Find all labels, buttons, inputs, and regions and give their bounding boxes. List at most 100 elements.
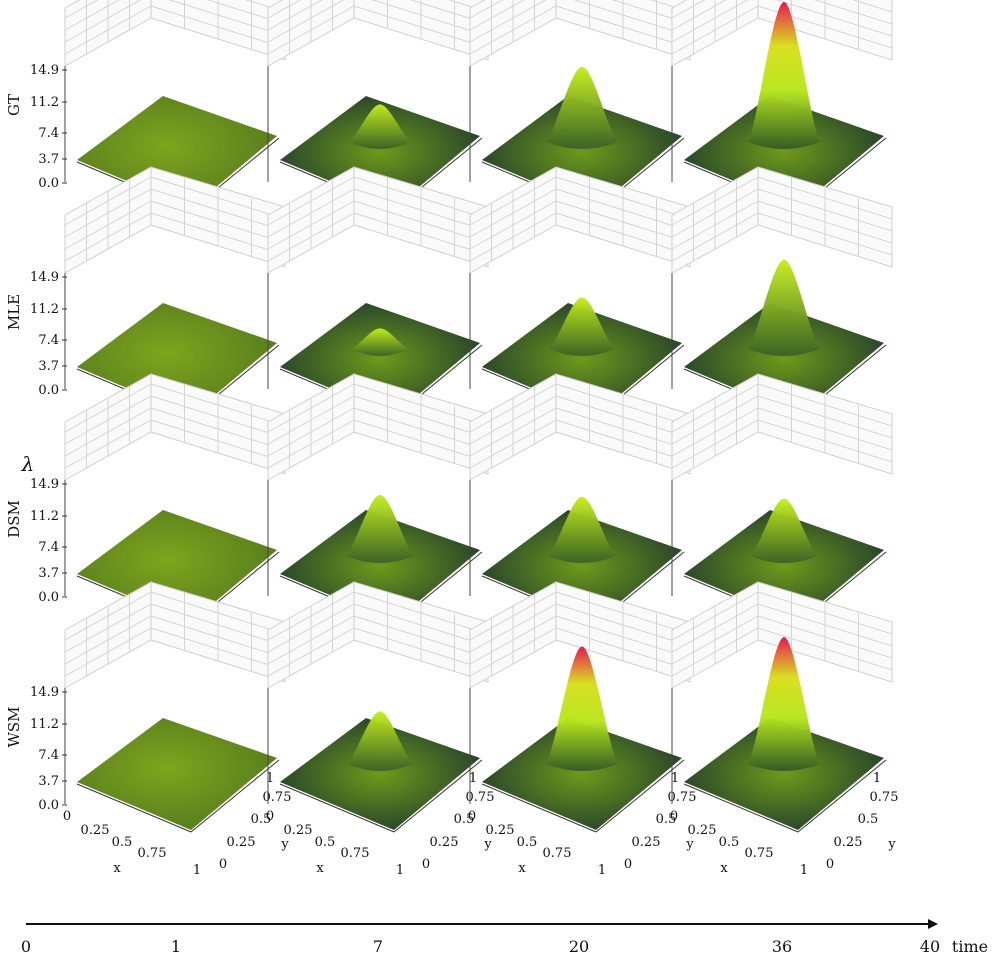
timeline-tick-label: 7 xyxy=(373,937,383,956)
grid-line xyxy=(852,0,893,13)
x-tick-label: 0.25 xyxy=(284,823,313,838)
grid-line xyxy=(469,419,557,469)
grid-line xyxy=(64,627,152,677)
grid-line xyxy=(150,591,286,635)
grid-line xyxy=(555,5,691,49)
grid-lines xyxy=(64,0,286,67)
x-axis-label: x xyxy=(518,861,526,876)
grid-line xyxy=(469,627,557,677)
grid-line xyxy=(64,176,152,226)
surface-peak xyxy=(351,328,409,356)
x-axis-label: x xyxy=(113,861,121,876)
grid-line xyxy=(267,0,345,43)
grid-line xyxy=(64,200,152,250)
grid-line xyxy=(757,627,893,671)
x-tick-label: 0.25 xyxy=(81,823,110,838)
z-tick-label: 0.0 xyxy=(38,590,59,605)
y-tick-label: 0.75 xyxy=(466,790,495,805)
surface-peak xyxy=(748,2,820,149)
z-tick-label: 11.2 xyxy=(30,95,59,110)
grid-line xyxy=(150,419,286,463)
grid-line xyxy=(671,603,759,653)
z-tick-label: 3.7 xyxy=(38,774,59,789)
grid-line xyxy=(671,176,759,226)
grid-line xyxy=(353,603,489,647)
x-tick-label: 0.25 xyxy=(688,823,717,838)
y-tick-label: 0.5 xyxy=(656,812,677,827)
grid-line xyxy=(353,407,489,451)
z-tick-label: 11.2 xyxy=(30,509,59,524)
grid-line xyxy=(267,591,355,641)
grid-line xyxy=(64,591,152,641)
surface-floor xyxy=(482,718,682,830)
surface-peak xyxy=(748,259,820,356)
grid-line xyxy=(671,212,759,262)
grid-line xyxy=(267,200,355,250)
grid-lines xyxy=(469,0,691,67)
grid-line xyxy=(150,615,286,659)
y-tick-label: 1 xyxy=(469,771,477,786)
grid-line xyxy=(757,212,893,256)
grid-line xyxy=(671,0,706,19)
grid-line xyxy=(371,0,489,37)
grid-line xyxy=(555,383,691,427)
grid-line xyxy=(267,383,355,433)
z-tick-label: 11.2 xyxy=(30,717,59,732)
z-tick-label: 3.7 xyxy=(38,359,59,374)
grid-line xyxy=(267,0,302,19)
grid-line xyxy=(555,627,691,671)
y-tick-label: 0 xyxy=(422,857,430,872)
z-tick-label: 7.4 xyxy=(38,333,59,348)
grid-lines xyxy=(64,373,286,481)
y-axis-label: y xyxy=(887,837,896,852)
grid-line xyxy=(150,627,286,671)
z-tick-label: 14.9 xyxy=(30,63,59,78)
y-tick-label: 0.25 xyxy=(430,835,459,850)
x-axis-line xyxy=(279,783,395,833)
grid-line xyxy=(267,188,355,238)
grid-line xyxy=(469,176,557,226)
timeline-tick-label: 1 xyxy=(171,937,181,956)
timeline-tick-label: 40 xyxy=(920,937,940,956)
grid-line xyxy=(469,0,547,43)
grid-line xyxy=(757,188,893,232)
grid-line xyxy=(650,0,691,13)
figure-labels: λ xyxy=(21,452,35,476)
surface-floor xyxy=(684,510,884,622)
grid-line xyxy=(469,212,557,262)
y-tick-label: 0.5 xyxy=(454,812,475,827)
grid-line xyxy=(267,419,355,469)
surface-peak xyxy=(347,711,413,771)
y-tick-label: 0.75 xyxy=(668,790,697,805)
grid-line xyxy=(469,5,557,55)
grid-line xyxy=(555,407,691,451)
grid-lines xyxy=(671,166,893,274)
x-tick-label: 1 xyxy=(800,863,808,878)
z-tick-label: 0.0 xyxy=(38,798,59,813)
grid-line xyxy=(775,0,893,37)
grid-line xyxy=(353,627,489,671)
z-tick-label: 14.9 xyxy=(30,477,59,492)
z-tick-label: 3.7 xyxy=(38,152,59,167)
x-tick-label: 1 xyxy=(396,863,404,878)
grid-line xyxy=(64,407,152,457)
z-tick-label: 0.0 xyxy=(38,383,59,398)
x-tick-label: 0.75 xyxy=(138,846,167,861)
grid-line xyxy=(409,0,489,25)
y-tick-label: 0 xyxy=(219,857,227,872)
grid-line xyxy=(267,5,355,55)
timeline-axis: 0 1 7 20 36 40 time xyxy=(21,919,988,956)
grid-line xyxy=(353,615,489,659)
grid-lines xyxy=(671,581,893,689)
grid-line xyxy=(555,615,691,659)
grid-line xyxy=(64,5,152,55)
grid-line xyxy=(150,176,286,220)
grid-line xyxy=(757,419,893,463)
y-axis-label: y xyxy=(280,837,289,852)
grid-line xyxy=(469,0,525,31)
grid-line xyxy=(267,176,355,226)
panel-mle-3 xyxy=(671,166,893,418)
grid-line xyxy=(757,395,893,439)
